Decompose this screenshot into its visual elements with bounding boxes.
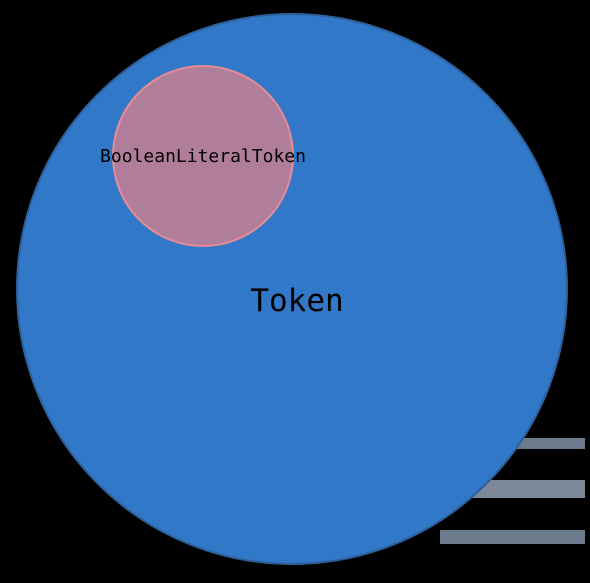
boolean-literal-token-label: BooleanLiteralToken <box>100 146 306 167</box>
token-label: Token <box>250 283 343 319</box>
background-bar <box>470 480 585 498</box>
boolean-literal-token-circle <box>112 65 294 247</box>
background-bar <box>440 530 585 544</box>
